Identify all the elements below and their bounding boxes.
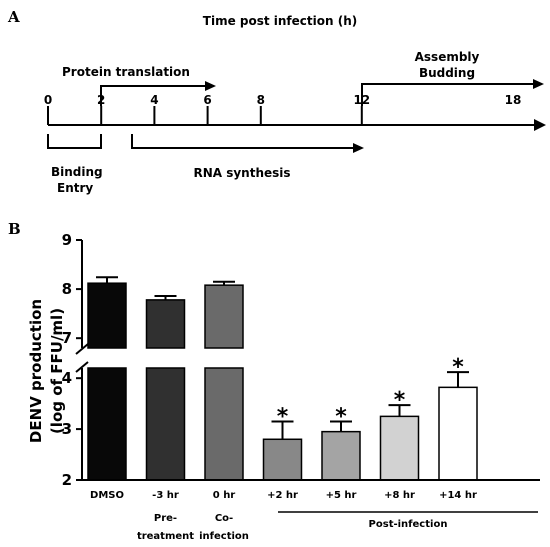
bar-lower-segment — [145, 367, 186, 481]
category-label: +8 hr — [384, 490, 415, 501]
post-infection-group-label: Post-infection — [369, 519, 448, 530]
significance-star: * — [394, 388, 406, 413]
y-axis: 2 3 4 7 8 9 — [62, 231, 89, 489]
panel-b-label: B — [8, 220, 21, 238]
bar — [379, 415, 420, 481]
category-sublabel: Pre- — [154, 513, 177, 524]
category-sublabel: treatment — [137, 531, 194, 542]
category-sublabel: infection — [199, 531, 249, 542]
y-tick-label: 7 — [62, 329, 72, 347]
panel-a-label: A — [7, 8, 20, 26]
timeline-tick-label: 6 — [203, 93, 211, 107]
assembly-budding-arrowhead — [533, 79, 544, 89]
timeline-ticks: 0 2 4 6 8 12 18 — [44, 93, 522, 125]
budding-label: Budding — [419, 66, 475, 80]
timeline-arrowhead — [534, 119, 546, 131]
significance-star: * — [335, 404, 347, 429]
category-sublabel: Co- — [215, 513, 233, 524]
bar — [438, 386, 478, 481]
y-tick-label: 8 — [62, 280, 72, 298]
timeline-tick-label: 8 — [257, 93, 265, 107]
category-label: DMSO — [90, 490, 124, 501]
y-tick-label: 2 — [62, 471, 72, 489]
category-label: +5 hr — [326, 490, 357, 501]
bar — [321, 430, 361, 481]
bar — [204, 284, 244, 349]
axis-break-mark — [75, 343, 89, 355]
y-tick-label: 9 — [62, 231, 72, 249]
protein-translation-label: Protein translation — [62, 65, 190, 79]
timeline-title: Time post infection (h) — [203, 14, 357, 28]
y-tick-label: 4 — [62, 369, 72, 387]
rna-synthesis-label: RNA synthesis — [193, 166, 290, 180]
rna-synthesis-arrowhead — [353, 143, 364, 153]
y-axis-label-line1: DENV production — [27, 299, 45, 443]
assembly-label: Assembly — [415, 50, 480, 64]
x-axis: DMSO -3 hr Pre-treatment 0 hr Co-infection +2… — [82, 479, 540, 542]
significance-star: * — [277, 404, 289, 429]
category-label: +2 hr — [267, 490, 298, 501]
timeline-tick-label: 0 — [44, 93, 52, 107]
assembly-budding-arrow — [361, 83, 534, 106]
bar-lower-segment — [204, 367, 244, 481]
category-label: 0 hr — [213, 490, 236, 501]
bar — [145, 299, 186, 349]
binding-entry-bracket — [47, 134, 102, 149]
rna-synthesis-arrow — [131, 134, 354, 149]
protein-translation-arrowhead — [205, 81, 216, 91]
category-label: +14 hr — [439, 490, 477, 501]
binding-label: Binding — [51, 165, 103, 179]
timeline-tick-label: 4 — [150, 93, 158, 107]
bar-lower-segment — [87, 367, 127, 481]
entry-label: Entry — [57, 181, 93, 195]
y-axis-label-line2: (log of FFU/ml) — [48, 308, 66, 434]
timeline-tick-label: 18 — [505, 93, 522, 107]
axis-break-mark — [75, 361, 89, 373]
category-label: -3 hr — [152, 490, 179, 501]
protein-translation-arrow — [100, 85, 207, 106]
bar — [262, 438, 303, 481]
y-tick-label: 3 — [62, 420, 72, 438]
bars: * * * * — [87, 276, 478, 481]
bar — [87, 282, 127, 349]
significance-star: * — [452, 355, 464, 380]
